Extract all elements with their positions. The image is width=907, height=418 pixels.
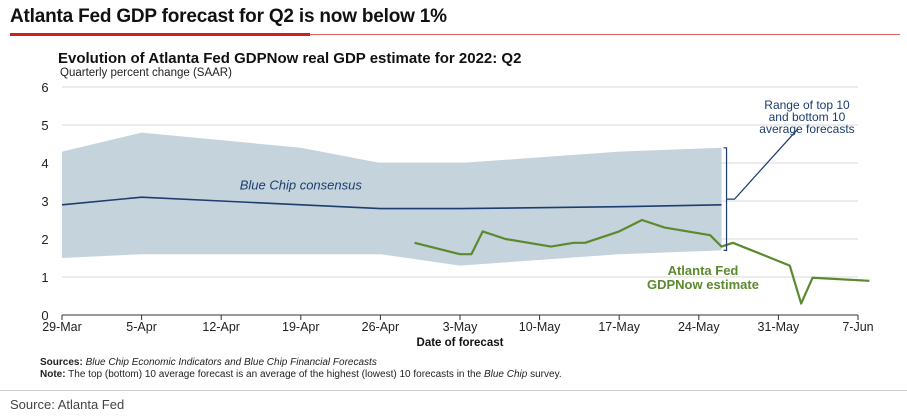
x-tick-label-31-May: 31-May (758, 320, 800, 334)
x-axis-title: Date of forecast (417, 337, 504, 349)
sources-line: Sources: Blue Chip Economic Indicators a… (40, 357, 562, 369)
consensus-label: Blue Chip consensus (240, 178, 363, 193)
range-label-line-3: average forecasts (759, 122, 854, 136)
headline-underline (10, 33, 310, 36)
y-tick-label-4: 4 (41, 156, 48, 171)
y-tick-label-2: 2 (41, 232, 48, 247)
sources-label: Sources: (40, 357, 83, 368)
x-tick-label-17-May: 17-May (598, 320, 640, 334)
chart-notes: Sources: Blue Chip Economic Indicators a… (40, 357, 562, 381)
x-tick-label-29-Mar: 29-Mar (42, 320, 82, 334)
x-tick-label-26-Apr: 26-Apr (362, 320, 400, 334)
range-label-line-2: and bottom 10 (769, 110, 846, 124)
x-tick-label-7-Jun: 7-Jun (842, 320, 873, 334)
x-tick-label-10-May: 10-May (519, 320, 561, 334)
y-tick-label-3: 3 (41, 194, 48, 209)
forecast-range-band (62, 132, 722, 266)
note-line: Note: The top (bottom) 10 average foreca… (40, 369, 562, 381)
x-tick-label-5-Apr: 5-Apr (126, 320, 157, 334)
footer-divider (0, 390, 907, 391)
footer-source: Source: Atlanta Fed (10, 397, 125, 412)
note-italic: Blue Chip (483, 369, 528, 380)
y-tick-label-0: 0 (41, 308, 48, 323)
x-tick-label-12-Apr: 12-Apr (202, 320, 240, 334)
note-text-2: survey. (530, 369, 562, 380)
chart-subtitle: Quarterly percent change (SAAR) (60, 67, 232, 79)
headline: Atlanta Fed GDP forecast for Q2 is now b… (10, 6, 447, 27)
range-label-line-1: Range of top 10 (764, 98, 850, 112)
range-leader-line (726, 128, 799, 200)
sources-text: Blue Chip Economic Indicators and Blue C… (85, 357, 377, 368)
y-tick-label-5: 5 (41, 118, 48, 133)
headline-divider (310, 34, 900, 35)
x-tick-label-24-May: 24-May (678, 320, 720, 334)
consensus-line (61, 196, 722, 210)
y-tick-label-1: 1 (41, 270, 48, 285)
note-label: Note: (40, 369, 66, 380)
gdpnow-line (414, 218, 870, 305)
gdpnow-label-line-1: Atlanta Fed (668, 263, 739, 278)
x-tick-label-19-Apr: 19-Apr (282, 320, 320, 334)
x-tick-label-3-May: 3-May (443, 320, 478, 334)
gdpnow-label-line-2: GDPNow estimate (647, 277, 759, 292)
note-text-1: The top (bottom) 10 average forecast is … (68, 369, 482, 380)
chart-title: Evolution of Atlanta Fed GDPNow real GDP… (58, 50, 522, 67)
y-tick-label-6: 6 (41, 80, 48, 95)
